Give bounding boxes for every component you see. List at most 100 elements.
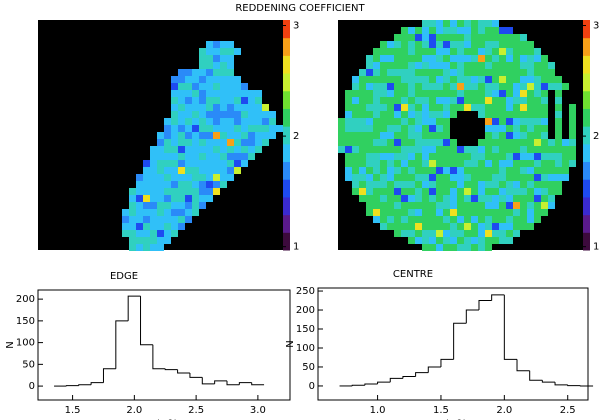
map-pixel (555, 160, 562, 167)
map-pixel (199, 90, 206, 97)
map-pixel (499, 83, 506, 90)
map-pixel (380, 62, 387, 69)
map-pixel (143, 195, 150, 202)
map-pixel (422, 41, 429, 48)
map-pixel (436, 104, 443, 111)
map-pixel (213, 132, 220, 139)
map-pixel (450, 174, 457, 181)
map-pixel (527, 167, 534, 174)
map-pixel (513, 209, 520, 216)
map-pixel (248, 132, 255, 139)
map-pixel (478, 167, 485, 174)
map-pixel (513, 188, 520, 195)
map-pixel (527, 146, 534, 153)
map-pixel (541, 167, 548, 174)
map-pixel (499, 230, 506, 237)
map-pixel (492, 216, 499, 223)
map-pixel (443, 167, 450, 174)
map-pixel (143, 223, 150, 230)
map-pixel (185, 125, 192, 132)
map-pixel (422, 83, 429, 90)
map-pixel (171, 146, 178, 153)
map-pixel (394, 69, 401, 76)
map-pixel (248, 111, 255, 118)
map-pixel (429, 90, 436, 97)
map-pixel (422, 230, 429, 237)
histogram-step (529, 370, 543, 381)
map-pixel (394, 223, 401, 230)
map-pixel (492, 76, 499, 83)
map-pixel (143, 237, 150, 244)
map-pixel (485, 167, 492, 174)
map-pixel (401, 195, 408, 202)
map-pixel (171, 167, 178, 174)
map-pixel (178, 69, 185, 76)
map-pixel (436, 209, 443, 216)
map-pixel (380, 132, 387, 139)
map-pixel (199, 181, 206, 188)
map-pixel (492, 48, 499, 55)
map-pixel (206, 69, 213, 76)
map-pixel (157, 209, 164, 216)
map-pixel (415, 48, 422, 55)
map-pixel (548, 181, 555, 188)
map-pixel (157, 146, 164, 153)
map-pixel (464, 76, 471, 83)
map-pixel (499, 153, 506, 160)
map-pixel (464, 153, 471, 160)
map-pixel (171, 188, 178, 195)
map-pixel (443, 209, 450, 216)
map-pixel (345, 118, 352, 125)
map-pixel (366, 90, 373, 97)
map-pixel (241, 118, 248, 125)
map-pixel (513, 55, 520, 62)
map-pixel (213, 104, 220, 111)
map-pixel (534, 216, 541, 223)
map-pixel (143, 244, 150, 251)
map-pixel (527, 69, 534, 76)
map-pixel (534, 167, 541, 174)
map-pixel (359, 132, 366, 139)
map-pixel (485, 41, 492, 48)
map-pixel (478, 69, 485, 76)
map-pixel (401, 132, 408, 139)
map-pixel (443, 97, 450, 104)
map-pixel (541, 90, 548, 97)
map-pixel (150, 160, 157, 167)
map-pixel (443, 188, 450, 195)
map-pixel (136, 174, 143, 181)
map-pixel (541, 181, 548, 188)
map-pixel (192, 118, 199, 125)
map-pixel (485, 181, 492, 188)
map-pixel (171, 223, 178, 230)
map-pixel (192, 181, 199, 188)
map-pixel (234, 76, 241, 83)
map-pixel (436, 181, 443, 188)
map-pixel (429, 174, 436, 181)
map-pixel (520, 181, 527, 188)
map-pixel (464, 202, 471, 209)
map-pixel (255, 97, 262, 104)
map-pixel (464, 62, 471, 69)
map-pixel (171, 104, 178, 111)
map-pixel (443, 76, 450, 83)
map-pixel (157, 216, 164, 223)
map-pixel (443, 90, 450, 97)
map-pixel (373, 216, 380, 223)
map-pixel (527, 111, 534, 118)
map-pixel (248, 153, 255, 160)
map-pixel (157, 202, 164, 209)
map-pixel (359, 69, 366, 76)
map-pixel (492, 20, 499, 27)
map-pixel (199, 104, 206, 111)
map-pixel (387, 181, 394, 188)
map-pixel (457, 76, 464, 83)
map-pixel (443, 216, 450, 223)
map-pixel (450, 216, 457, 223)
map-pixel (387, 132, 394, 139)
map-pixel (380, 118, 387, 125)
map-pixel (450, 48, 457, 55)
map-pixel (206, 195, 213, 202)
map-pixel (534, 48, 541, 55)
map-pixel (429, 118, 436, 125)
